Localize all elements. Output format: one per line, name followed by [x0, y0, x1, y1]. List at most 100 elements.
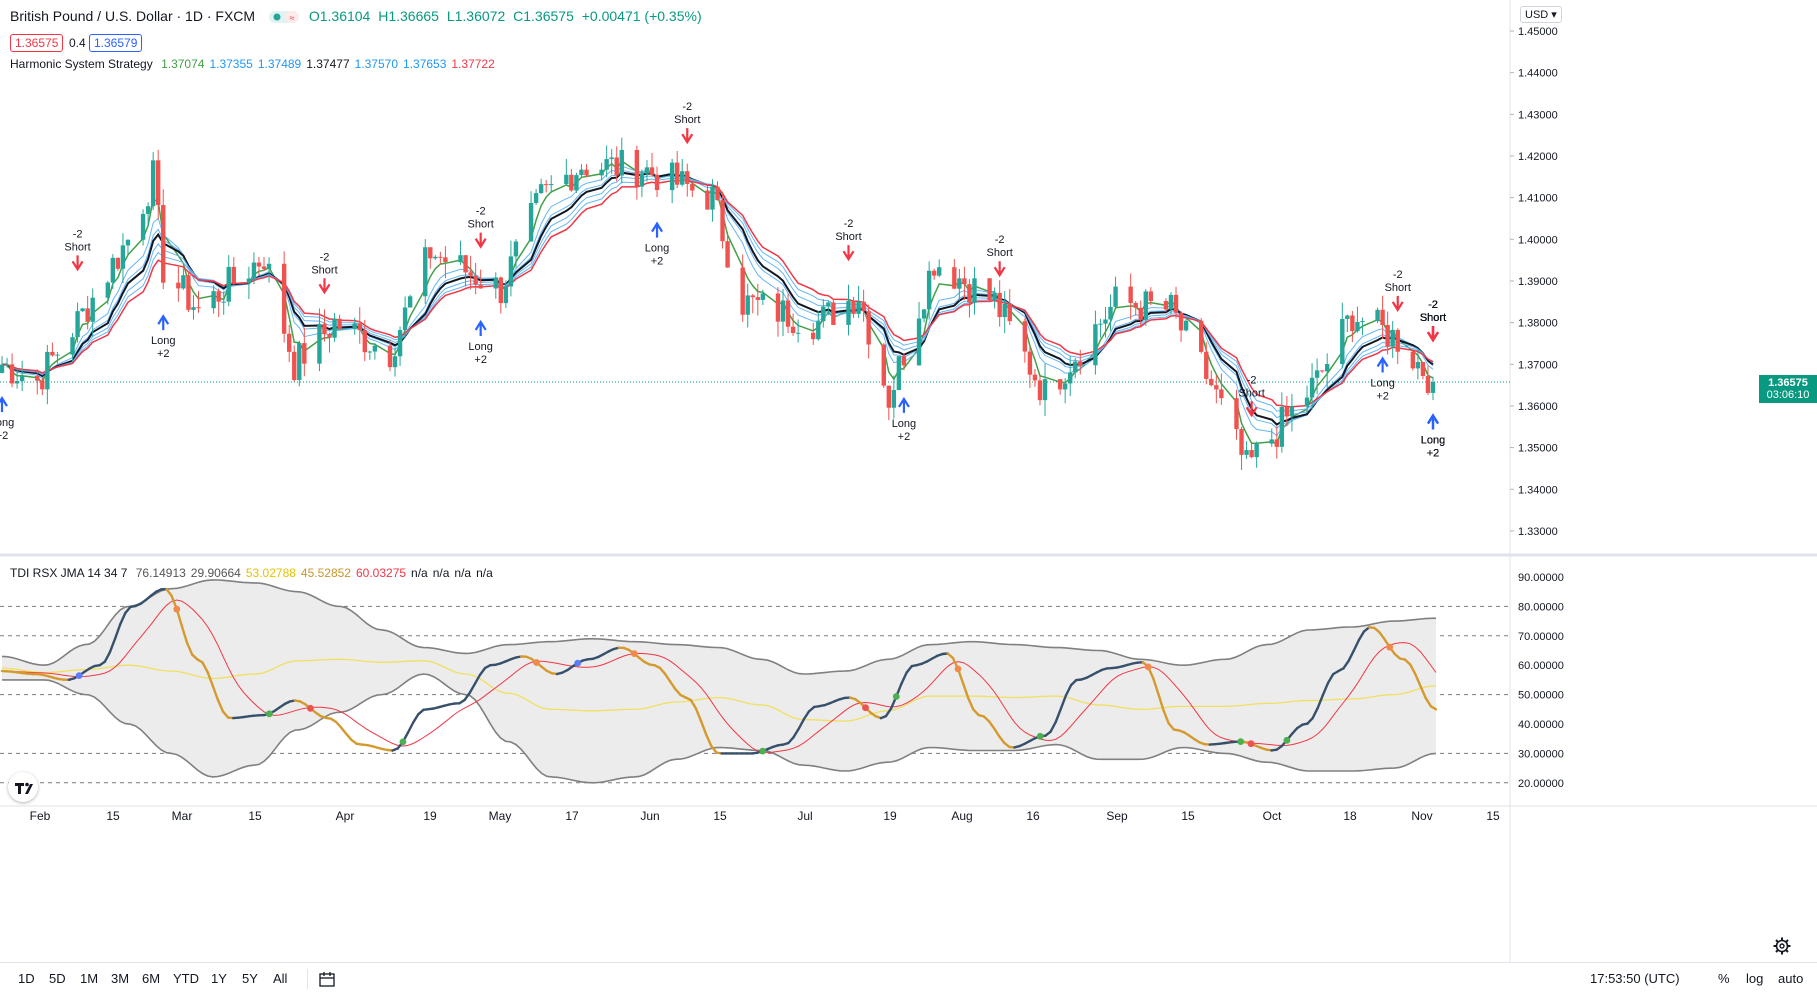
- candle-body: [1380, 310, 1384, 325]
- candle-body: [15, 381, 19, 383]
- candle-body: [80, 308, 84, 311]
- candle: [121, 233, 125, 283]
- timeframe-button-5d[interactable]: 5D: [49, 971, 66, 986]
- candle-body: [1113, 287, 1117, 307]
- signal-label: +2: [898, 431, 911, 443]
- price-axis-label: 1.41000: [1518, 193, 1558, 205]
- currency-dropdown[interactable]: USD ▾: [1520, 6, 1562, 23]
- candle-body: [75, 311, 79, 337]
- long-signal: Long+2: [1421, 415, 1445, 459]
- candle-body: [358, 324, 362, 331]
- candle-body: [186, 275, 190, 310]
- price-axis-label: 1.45000: [1518, 26, 1558, 38]
- candle-body: [0, 365, 4, 373]
- candle-body: [1164, 301, 1168, 309]
- candle-body: [564, 175, 568, 184]
- tdi-value: 76.14913: [136, 566, 186, 580]
- candle-body: [398, 330, 402, 356]
- price-axis-label: 1.44000: [1518, 68, 1558, 80]
- candle: [579, 164, 583, 177]
- candle-body: [85, 308, 89, 321]
- timeframe-button-all[interactable]: All: [273, 971, 287, 986]
- arrow-up-icon: [158, 316, 168, 330]
- candle: [1249, 442, 1253, 458]
- cross-dot: [1386, 644, 1393, 651]
- bid-price-button[interactable]: 1.36575: [10, 34, 63, 52]
- candle: [690, 183, 694, 197]
- timeframe-button-1d[interactable]: 1D: [18, 971, 35, 986]
- settings-gear-icon[interactable]: [1772, 936, 1792, 956]
- candle: [1280, 392, 1284, 452]
- timeframe-button-1y[interactable]: 1Y: [211, 971, 227, 986]
- candle: [1355, 307, 1359, 333]
- candle: [423, 239, 427, 304]
- candle-body: [368, 352, 372, 353]
- candle-body: [363, 330, 367, 352]
- osc-axis-label: 50.00000: [1518, 690, 1564, 702]
- candle-body: [1320, 370, 1324, 371]
- candle-body: [1023, 321, 1027, 351]
- candle-body: [967, 284, 971, 303]
- candle: [967, 279, 971, 317]
- ask-price-button[interactable]: 1.36579: [89, 34, 142, 52]
- candle: [927, 261, 931, 319]
- timeframe-button-1m[interactable]: 1M: [80, 971, 98, 986]
- candle-body: [196, 307, 200, 308]
- signal-label: -2: [682, 101, 692, 113]
- arrow-down-icon: [476, 233, 486, 247]
- utc-clock[interactable]: 17:53:50 (UTC): [1590, 971, 1680, 986]
- price-axis-label: 1.42000: [1518, 151, 1558, 163]
- candle-body: [1244, 450, 1248, 455]
- timeframe-button-ytd[interactable]: YTD: [173, 971, 199, 986]
- tdi-value: 45.52852: [301, 566, 351, 580]
- candle-body: [1290, 406, 1294, 416]
- candle-body: [55, 355, 59, 356]
- osc-axis-label: 30.00000: [1518, 748, 1564, 760]
- date-range-icon[interactable]: [318, 970, 336, 988]
- price-axis-label: 1.34000: [1518, 484, 1558, 496]
- candle-body: [756, 297, 760, 300]
- candle-body: [604, 159, 608, 170]
- candle-body: [952, 267, 956, 288]
- arrow-up-icon: [1378, 358, 1388, 372]
- candle-body: [70, 337, 74, 354]
- currency-label: USD: [1525, 9, 1548, 21]
- candle-body: [574, 175, 578, 190]
- candle-body: [156, 160, 160, 205]
- candle-body: [615, 157, 619, 175]
- candle-body: [1350, 315, 1354, 331]
- arrow-down-icon: [1428, 326, 1438, 340]
- candle: [196, 291, 200, 313]
- candle-body: [1239, 429, 1243, 455]
- auto-toggle[interactable]: auto: [1778, 971, 1803, 986]
- ohlc-low: L1.36072: [447, 8, 505, 24]
- long-signal: Long+2: [1370, 358, 1394, 402]
- candle-body: [1385, 325, 1389, 347]
- candle-body: [957, 278, 961, 288]
- candle: [247, 267, 251, 299]
- timeframe-button-6m[interactable]: 6M: [142, 971, 160, 986]
- candle-body: [317, 324, 321, 364]
- log-toggle[interactable]: log: [1746, 971, 1763, 986]
- arrow-up-icon: [0, 398, 7, 412]
- candle: [514, 239, 518, 268]
- candle-body: [388, 346, 392, 367]
- time-axis-label: 19: [423, 809, 437, 823]
- timeframe-button-5y[interactable]: 5Y: [242, 971, 258, 986]
- tdi-value: n/a: [411, 566, 428, 580]
- price-axis-label: 1.38000: [1518, 318, 1558, 330]
- candle-body: [1214, 385, 1218, 389]
- candle: [1199, 318, 1203, 353]
- tradingview-logo-icon[interactable]: [8, 772, 38, 802]
- long-signal: Long+2: [151, 316, 175, 360]
- signal-label: Long: [1370, 377, 1394, 389]
- candle: [539, 179, 543, 194]
- candle: [937, 259, 941, 277]
- timeframe-button-3m[interactable]: 3M: [111, 971, 129, 986]
- percent-toggle[interactable]: %: [1718, 971, 1730, 986]
